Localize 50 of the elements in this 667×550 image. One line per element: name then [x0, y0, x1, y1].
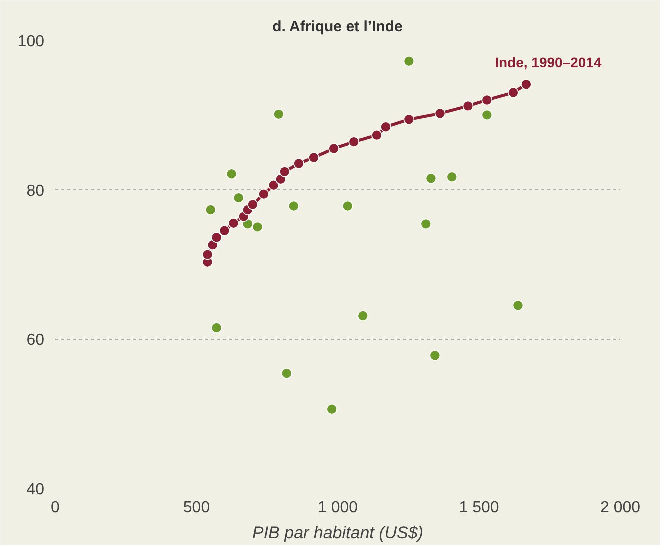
- point: [482, 110, 493, 121]
- x-tick-label: 2 000: [600, 500, 641, 516]
- point: [205, 204, 216, 216]
- point: [228, 218, 240, 229]
- point: [308, 152, 320, 164]
- y-tick-label: 80: [26, 182, 45, 200]
- point: [281, 368, 292, 379]
- point: [380, 122, 392, 133]
- point: [211, 232, 222, 244]
- y-tick-label: 40: [26, 482, 45, 498]
- point: [521, 79, 532, 90]
- point: [326, 404, 338, 415]
- y-tick-label: 100: [18, 34, 45, 50]
- point: [358, 310, 369, 322]
- point: [372, 130, 382, 141]
- point: [430, 350, 441, 361]
- point: [446, 172, 458, 183]
- point: [294, 158, 304, 170]
- point: [508, 87, 519, 98]
- point: [258, 188, 270, 200]
- point: [404, 114, 415, 126]
- point: [404, 56, 415, 67]
- x-tick-label: 500: [183, 500, 210, 516]
- point: [348, 136, 360, 148]
- x-tick-label: 1 000: [318, 500, 358, 516]
- point: [426, 173, 437, 184]
- point: [328, 143, 340, 154]
- x-tick-label: 1 500: [459, 500, 500, 516]
- point: [252, 222, 264, 233]
- point: [512, 300, 524, 311]
- series-label: Inde, 1990–2014: [495, 54, 602, 71]
- point: [342, 200, 354, 212]
- point: [274, 109, 284, 120]
- point: [202, 249, 214, 260]
- point: [279, 166, 290, 178]
- point: [482, 94, 493, 106]
- point: [462, 100, 474, 112]
- point: [211, 322, 222, 334]
- chart-title: d. Afrique et l’Inde: [272, 18, 403, 36]
- x-axis-title: PIB par habitant (US$): [252, 524, 424, 542]
- y-tick-label: 60: [26, 332, 45, 350]
- x-tick-label: 0: [51, 500, 60, 516]
- point: [268, 180, 280, 191]
- point: [248, 199, 258, 210]
- point: [288, 200, 300, 212]
- point: [226, 168, 238, 180]
- point: [233, 192, 244, 204]
- point: [420, 218, 432, 230]
- point: [219, 226, 230, 236]
- point: [434, 108, 446, 120]
